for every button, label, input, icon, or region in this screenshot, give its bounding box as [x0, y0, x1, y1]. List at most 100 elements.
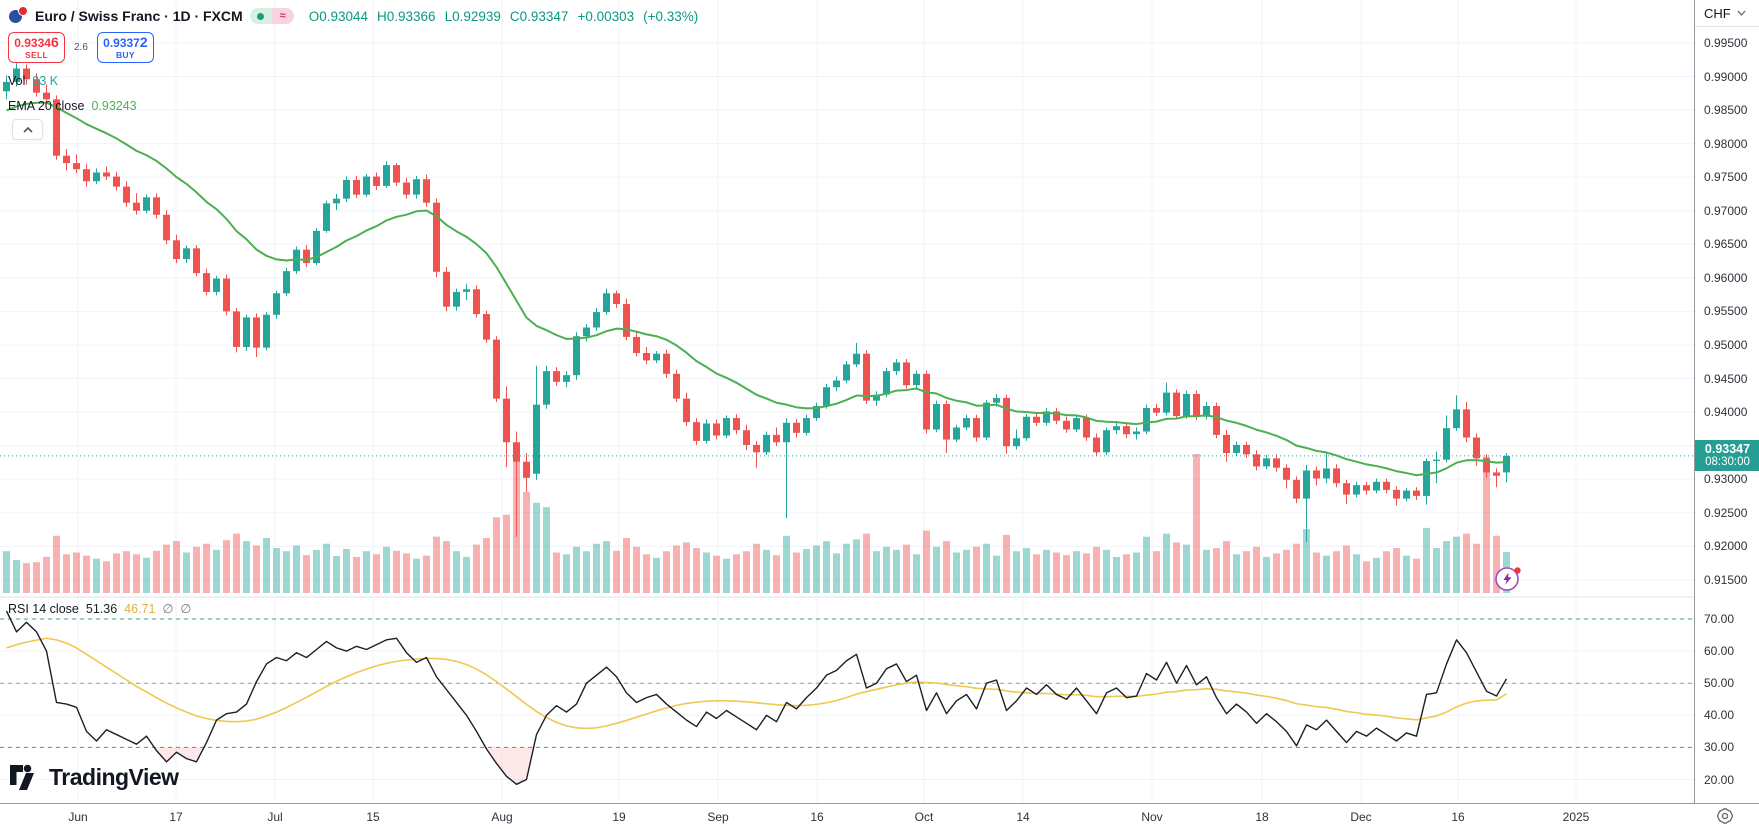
candle-body — [833, 380, 840, 388]
volume-bar — [783, 535, 790, 593]
volume-bar — [503, 514, 510, 593]
rsi-tick-label: 40.00 — [1704, 708, 1735, 723]
volume-bar — [73, 552, 80, 593]
market-status-dot-icon[interactable] — [249, 8, 272, 24]
time-tick-label: Jun — [68, 810, 88, 824]
volume-bar — [1423, 527, 1430, 593]
volume-bar — [533, 502, 540, 593]
rsi-legend-row[interactable]: RSI 14 close 51.36 46.71 ∅ ∅ — [8, 601, 191, 617]
candle-body — [53, 99, 60, 156]
candle-body — [1393, 489, 1400, 499]
market-session-wave-icon[interactable]: ≈ — [271, 8, 294, 24]
volume-bar — [483, 538, 490, 593]
volume-bar — [1233, 554, 1240, 593]
volume-bar — [1123, 554, 1130, 593]
notification-dot-icon — [1514, 567, 1521, 574]
time-tick-label: 16 — [1451, 810, 1465, 824]
bar-countdown: 08:30:00 — [1705, 456, 1750, 469]
volume-bar — [563, 554, 570, 593]
candle-body — [1103, 430, 1110, 453]
volume-bar — [1073, 551, 1080, 593]
ohlc-low: L0.92939 — [444, 8, 501, 24]
volume-bar — [13, 560, 20, 593]
quick-trade-button[interactable] — [1494, 564, 1522, 592]
candle-body — [63, 155, 70, 164]
price-tick-label: 0.99000 — [1704, 69, 1748, 84]
time-tick-label: Dec — [1350, 810, 1372, 824]
ohlc-readout: O0.93044 H0.93366 L0.92939 C0.93347 +0.0… — [309, 9, 699, 24]
volume-bar — [673, 545, 680, 593]
candle-body — [263, 314, 270, 348]
symbol-title[interactable]: Euro / Swiss Franc · 1D · FXCM — [35, 8, 243, 24]
candle-body — [893, 362, 900, 372]
candle-body — [343, 179, 350, 199]
rsi-tick-label: 60.00 — [1704, 644, 1735, 659]
candle-body — [873, 394, 880, 401]
time-axis[interactable]: Jun 17 Jul 15 Aug 19 Sep 16 Oct 14 Nov 18 Dec 16 2025 — [0, 803, 1759, 829]
price-tick-label: 0.91500 — [1704, 572, 1748, 587]
volume-bar — [353, 556, 360, 593]
volume-bar — [1093, 546, 1100, 593]
candle-body — [813, 406, 820, 419]
volume-bar — [193, 546, 200, 593]
volume-bar — [813, 545, 820, 593]
ohlc-open: O0.93044 — [308, 8, 369, 24]
candle-body — [1133, 431, 1140, 435]
volume-bar — [853, 539, 860, 593]
candle-body — [1473, 437, 1480, 459]
candle-body — [573, 336, 580, 376]
volume-bar — [1253, 546, 1260, 593]
volume-bar — [893, 549, 900, 593]
volume-bar — [23, 563, 30, 593]
candle-body — [453, 291, 460, 307]
candle-body — [1183, 393, 1190, 417]
price-axis[interactable]: CHF 0.99500 0.99000 0.98500 0.98000 0.97500 0… — [1694, 0, 1759, 803]
volume-bar — [1263, 556, 1270, 593]
volume-bar — [473, 544, 480, 593]
volume-bar — [1323, 555, 1330, 593]
currency-selector[interactable]: CHF — [1695, 0, 1759, 27]
volume-bar — [1103, 549, 1110, 593]
candle-body — [1293, 479, 1300, 499]
volume-bar — [943, 541, 950, 593]
candle-body — [223, 278, 230, 312]
timezone-settings-button[interactable] — [1716, 807, 1736, 825]
candle-body — [943, 403, 950, 440]
candle-body — [383, 165, 390, 186]
volume-bar — [803, 549, 810, 593]
candle-body — [853, 353, 860, 365]
sell-button[interactable]: 0.93346 SELL — [8, 32, 65, 63]
volume-bar — [163, 544, 170, 593]
candle-body — [203, 273, 210, 292]
volume-bar — [1353, 554, 1360, 593]
candle-body — [763, 434, 770, 453]
time-tick-label: 2025 — [1562, 810, 1590, 824]
candle-body — [783, 422, 790, 443]
volume-bar — [393, 550, 400, 593]
time-tick-label: Aug — [491, 810, 513, 824]
ohlc-change-pct: (+0.33%) — [643, 8, 699, 24]
candle-body — [1483, 458, 1490, 473]
time-tick-label: Sep — [707, 810, 729, 824]
candle-body — [743, 430, 750, 445]
tradingview-logo[interactable]: TradingView — [10, 764, 179, 791]
candle-body — [553, 371, 560, 382]
ema-legend-row[interactable]: EMA 20 close 0.93243 — [8, 99, 137, 113]
candle-body — [1033, 416, 1040, 423]
candle-body — [283, 271, 290, 294]
volume-bar — [643, 554, 650, 593]
volume-legend-row[interactable]: Vol 93 K — [8, 74, 58, 88]
candle-body — [533, 404, 540, 474]
buy-button[interactable]: 0.93372 BUY — [96, 32, 154, 63]
price-tick-label: 0.96500 — [1704, 237, 1748, 252]
candle-body — [1333, 468, 1340, 484]
collapse-pane-button[interactable] — [12, 119, 43, 140]
volume-bar — [983, 543, 990, 593]
volume-bar — [1183, 544, 1190, 593]
price-tick-label: 0.95500 — [1704, 304, 1748, 319]
time-tick-label: 18 — [1255, 810, 1269, 824]
volume-bar — [583, 551, 590, 593]
volume-bar — [93, 558, 100, 593]
candle-body — [963, 418, 970, 428]
